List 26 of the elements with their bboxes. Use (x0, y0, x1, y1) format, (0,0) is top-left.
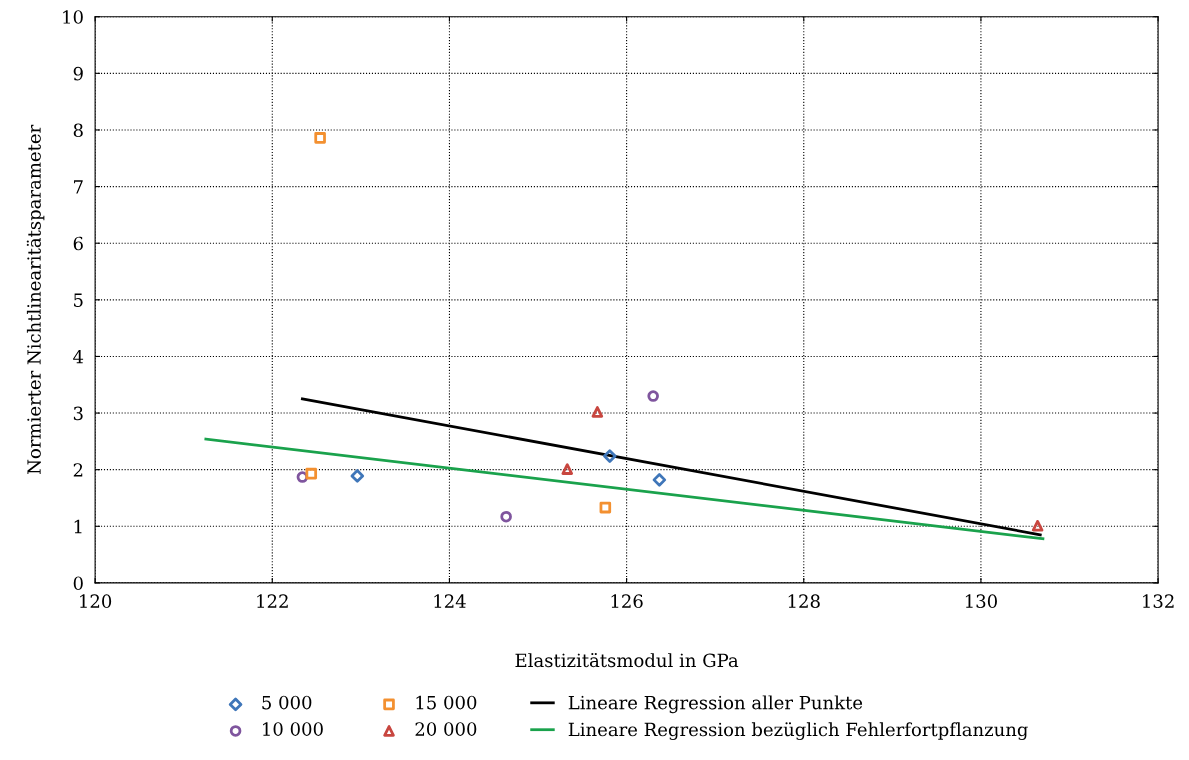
y-tick-label: 6 (73, 236, 83, 251)
y-tick-label: 1 (74, 519, 82, 534)
y-tick-label: 2 (73, 463, 83, 477)
x-tick-label: 126 (611, 594, 643, 609)
legend-label: Lineare Regression bezüglich Fehlerfortpflanzung (568, 722, 1028, 741)
y-axis-title: Normierter Nichtlinearitätsparameter (26, 124, 45, 474)
x-tick-label: 130 (965, 594, 997, 609)
legend-label: Lineare Regression aller Punkte (568, 695, 863, 714)
y-tick-label: 10 (63, 10, 83, 24)
y-tick-label: 7 (74, 180, 83, 194)
y-tick-label: 4 (73, 349, 84, 364)
x-tick-label: 124 (434, 594, 466, 608)
legend-label: 20 000 (415, 722, 477, 736)
y-tick-label: 5 (74, 293, 83, 307)
y-tick-label: 3 (73, 406, 83, 421)
x-axis-title: Elastizitätsmodul in GPa (515, 653, 739, 668)
x-tick-label: 122 (257, 594, 288, 608)
legend-label: 5 000 (262, 695, 312, 710)
x-tick-label: 132 (1143, 594, 1174, 609)
legend-label: 10 000 (263, 722, 323, 736)
legend-label: 15 000 (416, 695, 477, 710)
y-tick-label: 8 (73, 123, 83, 138)
x-tick-label: 128 (788, 594, 820, 609)
x-tick-label: 120 (80, 594, 112, 609)
y-tick-label: 9 (73, 66, 83, 81)
y-tick-label: 0 (73, 576, 83, 591)
